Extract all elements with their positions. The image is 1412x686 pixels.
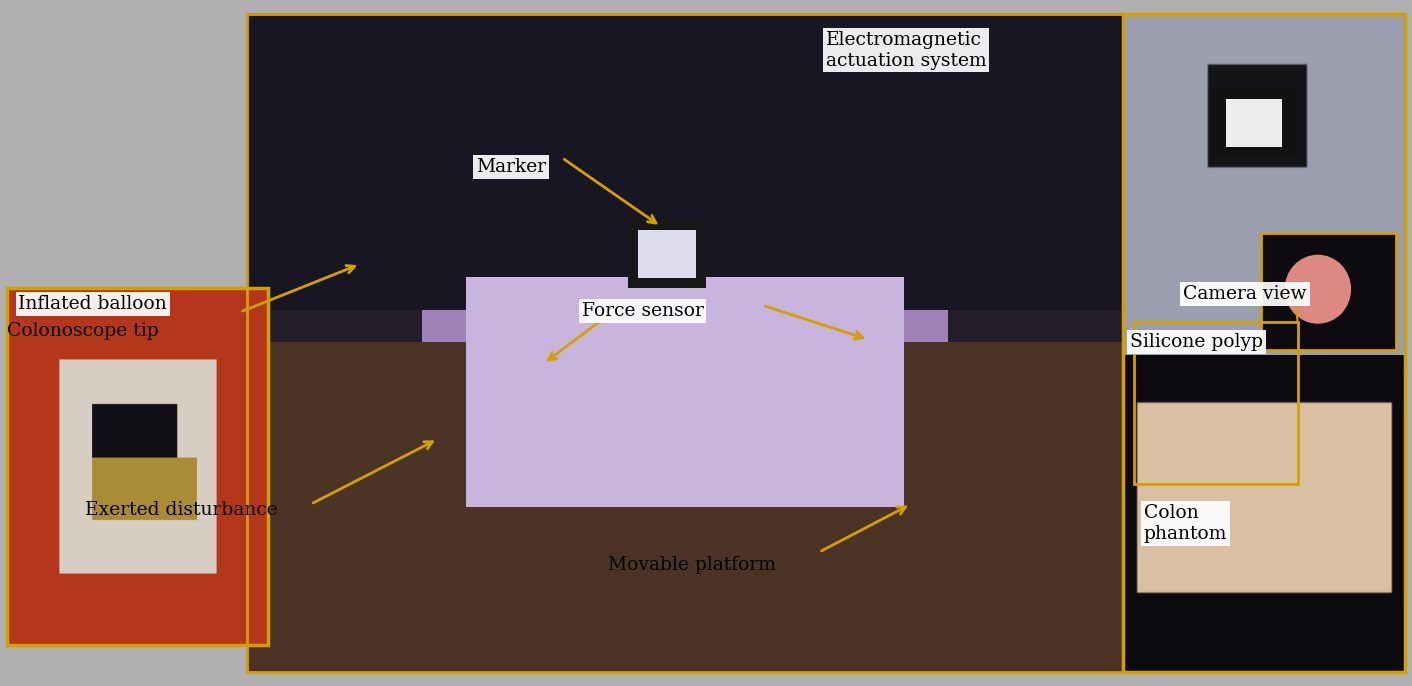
- Bar: [7, 288, 268, 645]
- Text: Colon
phantom: Colon phantom: [1144, 504, 1227, 543]
- Bar: [638, 230, 696, 278]
- Text: Camera view: Camera view: [1183, 285, 1306, 303]
- Ellipse shape: [1285, 255, 1350, 323]
- Bar: [1261, 233, 1396, 350]
- Text: Colonoscope tip: Colonoscope tip: [7, 322, 158, 340]
- Bar: [1123, 14, 1405, 672]
- Bar: [628, 220, 706, 288]
- Text: Silicone polyp: Silicone polyp: [1130, 333, 1262, 351]
- Text: Exerted disturbance: Exerted disturbance: [85, 501, 278, 519]
- Bar: [247, 14, 1123, 672]
- Bar: [1226, 99, 1282, 147]
- Bar: [1211, 89, 1296, 158]
- Bar: [1134, 322, 1298, 484]
- Text: Movable platform: Movable platform: [609, 556, 775, 573]
- Text: Force sensor: Force sensor: [582, 302, 703, 320]
- Text: Marker: Marker: [476, 158, 546, 176]
- Text: Inflated balloon: Inflated balloon: [18, 295, 167, 313]
- Text: Electromagnetic
actuation system: Electromagnetic actuation system: [826, 31, 987, 70]
